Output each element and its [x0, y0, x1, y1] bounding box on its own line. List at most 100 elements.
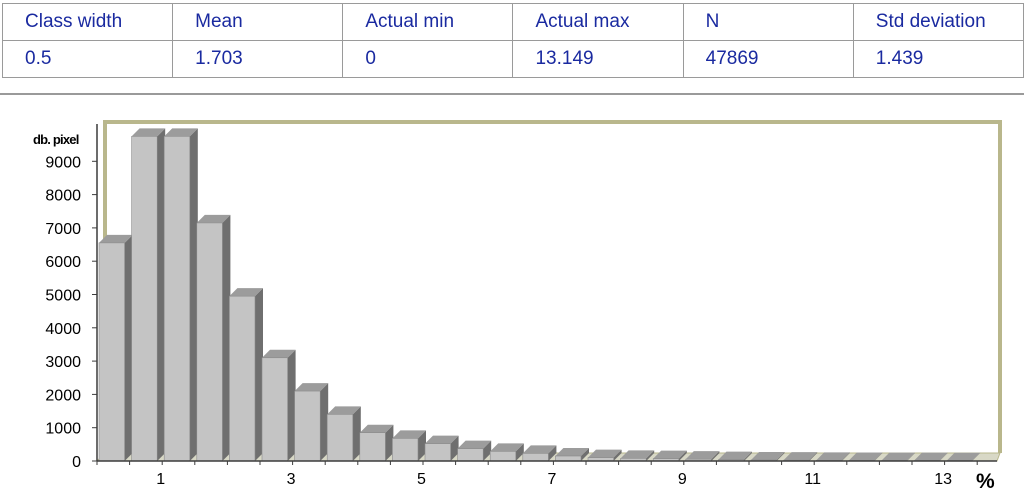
bar-front	[229, 295, 256, 462]
plot-background	[97, 122, 1000, 461]
bar-side	[287, 349, 296, 461]
bar-top	[881, 452, 915, 461]
y-tick-label: 0	[72, 454, 81, 471]
value-actual-min: 0	[342, 40, 514, 78]
bar-top	[685, 451, 720, 460]
bar-front	[294, 390, 321, 462]
bar-front	[489, 451, 517, 462]
bar-side	[874, 452, 883, 461]
histogram-bar	[522, 445, 557, 462]
histogram-bar	[457, 440, 492, 462]
bar-top	[718, 451, 752, 460]
bar-side	[581, 448, 589, 461]
y-tick-label: 9000	[45, 154, 81, 171]
bar-side	[744, 451, 752, 461]
bar-top	[816, 452, 850, 461]
bar-top	[294, 383, 329, 392]
bar-top	[783, 452, 818, 461]
value-mean: 1.703	[172, 40, 344, 78]
bar-side	[711, 451, 720, 461]
stats-header-row: Class width Mean Actual min Actual max N…	[1, 3, 1024, 41]
bar-front	[457, 448, 484, 462]
bar-top	[359, 424, 394, 433]
bar-side	[222, 214, 231, 461]
y-tick-label: 7000	[45, 221, 81, 238]
bar-top	[653, 450, 687, 459]
bar-side	[418, 430, 426, 461]
y-tick-label: 1000	[45, 421, 81, 438]
bar-side	[613, 449, 622, 461]
bar-top	[164, 128, 198, 137]
header-class-width: Class width	[1, 3, 174, 41]
x-tick-label: 11	[804, 471, 821, 488]
bar-top	[914, 452, 948, 461]
histogram-bar	[98, 234, 133, 462]
histogram-bar	[652, 450, 687, 462]
x-tick-label: 5	[417, 471, 426, 488]
value-actual-max: 13.149	[512, 40, 684, 78]
bar-top	[457, 440, 492, 449]
bar-front	[98, 242, 125, 462]
bar-top	[262, 349, 296, 358]
x-tick-label: 9	[678, 471, 687, 488]
bar-top	[946, 452, 981, 461]
bar-top	[229, 288, 263, 297]
bar-side	[124, 234, 133, 461]
bar-side	[907, 452, 915, 461]
bar-side	[255, 288, 263, 461]
header-n: N	[682, 3, 854, 41]
histogram-bar	[163, 128, 198, 462]
histogram-bar	[392, 430, 426, 462]
bar-front	[196, 222, 223, 462]
x-axis-label: %	[976, 470, 995, 493]
bar-side	[939, 452, 948, 461]
x-tick-label: 7	[547, 471, 556, 488]
stats-table: Class width Mean Actual min Actual max N…	[1, 3, 1024, 78]
bar-top	[392, 430, 426, 439]
bar-side	[548, 445, 557, 461]
histogram-bar	[196, 214, 231, 462]
bar-top	[620, 450, 655, 459]
stats-value-row: 0.5 1.703 0 13.149 47869 1.439	[1, 40, 1024, 78]
bar-front	[261, 357, 288, 462]
x-tick-label: 1	[156, 471, 165, 488]
x-tick-label: 13	[934, 471, 952, 488]
y-tick-label: 5000	[45, 288, 81, 305]
header-actual-max: Actual max	[512, 3, 684, 41]
bar-top	[588, 449, 622, 458]
bar-side	[483, 440, 492, 461]
bar-front	[392, 438, 419, 462]
table-divider	[0, 93, 1024, 95]
histogram-bar	[294, 383, 329, 462]
bar-top	[196, 214, 231, 223]
header-mean: Mean	[172, 3, 344, 41]
histogram-bar	[229, 288, 263, 462]
y-tick-label: 2000	[45, 387, 81, 404]
y-axis-label: db. pixel	[33, 132, 79, 147]
bar-front	[359, 432, 386, 462]
bar-side	[972, 452, 981, 461]
y-tick-label: 8000	[45, 188, 81, 205]
bar-top	[490, 443, 524, 452]
bar-front	[131, 136, 158, 462]
histogram-bar	[261, 349, 296, 462]
bar-side	[776, 452, 785, 461]
histogram-bar	[620, 450, 655, 462]
value-n: 47869	[682, 40, 854, 78]
histogram-bar	[359, 424, 394, 462]
x-tick-label: 3	[287, 471, 296, 488]
bar-top	[425, 435, 459, 444]
bar-top	[131, 128, 166, 137]
bar-front	[522, 453, 549, 462]
y-tick-label: 4000	[45, 321, 81, 338]
value-class-width: 0.5	[1, 40, 174, 78]
y-tick-label: 6000	[45, 254, 81, 271]
bar-front	[424, 443, 451, 462]
bar-top	[99, 234, 133, 243]
bar-side	[320, 383, 329, 461]
bar-top	[848, 452, 883, 461]
bar-top	[751, 452, 785, 461]
histogram-bar	[489, 443, 524, 462]
